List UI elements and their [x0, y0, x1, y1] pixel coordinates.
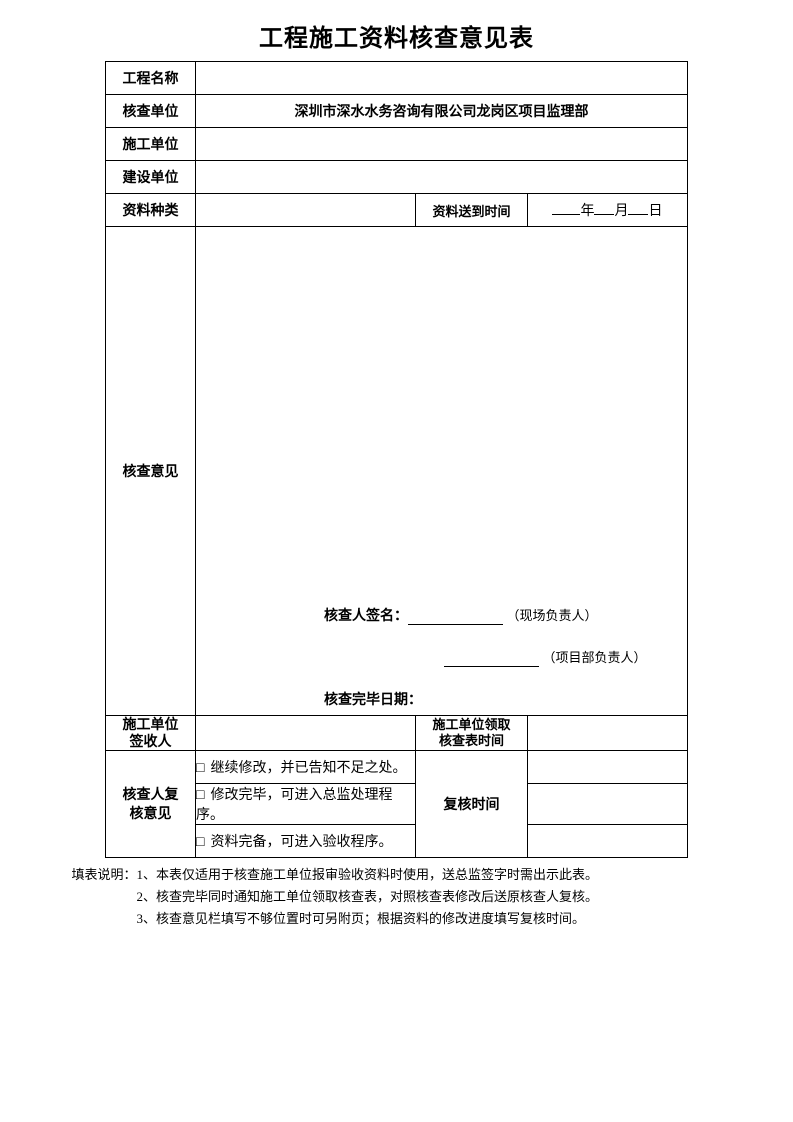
notes: 填表说明： 1、本表仅适用于核查施工单位报审验收资料时使用，送总监签字时需出示此… [67, 864, 727, 930]
signer-row-1: 核查人签名： （现场负责人） [206, 605, 677, 625]
value-receiver[interactable] [195, 716, 415, 751]
row-inspect-unit: 核查单位 深圳市深水水务咨询有限公司龙岗区项目监理部 [105, 95, 687, 128]
page-title: 工程施工资料核查意见表 [0, 18, 793, 53]
value-construct-unit[interactable] [195, 128, 687, 161]
value-pickup-time[interactable] [527, 716, 687, 751]
value-inspect-unit: 深圳市深水水务咨询有限公司龙岗区项目监理部 [195, 95, 687, 128]
signer-line-2[interactable] [444, 652, 539, 667]
recheck-time-2[interactable] [527, 783, 687, 824]
row-project-name: 工程名称 [105, 62, 687, 95]
checkbox-icon: □ [196, 759, 204, 775]
checkbox-icon: □ [196, 786, 204, 802]
month-label: 月 [614, 204, 628, 219]
label-build-unit: 建设单位 [105, 161, 195, 194]
page: 工程施工资料核查意见表 工程名称 核查单位 深圳市深水水务咨询有限公司龙岗区项目… [0, 0, 793, 1122]
recheck-opt-3[interactable]: □资料完备，可进入验收程序。 [195, 824, 415, 857]
row-recheck-1: 核查人复 核意见 □继续修改，并已告知不足之处。 复核时间 [105, 750, 687, 783]
signer-label: 核查人签名： [324, 607, 408, 623]
recheck-time-3[interactable] [527, 824, 687, 857]
note-3: 3、核查意见栏填写不够位置时可另附页；根据资料的修改进度填写复核时间。 [137, 911, 586, 926]
label-construct-unit: 施工单位 [105, 128, 195, 161]
site-note: （现场负责人） [506, 608, 597, 623]
label-opinion: 核查意见 [105, 227, 195, 716]
value-project-name[interactable] [195, 62, 687, 95]
signer-row-2: （项目部负责人） [206, 647, 677, 667]
label-inspect-unit: 核查单位 [105, 95, 195, 128]
label-arrive-time: 资料送到时间 [415, 194, 527, 227]
label-recheck-time: 复核时间 [415, 750, 527, 857]
row-opinion: 核查意见 核查人签名： （现场负责人） （项目部负责人） 核查完毕日期： [105, 227, 687, 716]
label-pickup-time: 施工单位领取 核查表时间 [415, 716, 527, 751]
label-recheck: 核查人复 核意见 [105, 750, 195, 857]
day-label: 日 [648, 204, 662, 219]
row-receiver: 施工单位 签收人 施工单位领取 核查表时间 [105, 716, 687, 751]
form-table: 工程名称 核查单位 深圳市深水水务咨询有限公司龙岗区项目监理部 施工单位 建设单… [105, 61, 688, 858]
pm-note: （项目部负责人） [542, 650, 646, 665]
notes-label: 填表说明： [67, 864, 137, 886]
value-arrive-time[interactable]: 年月日 [527, 194, 687, 227]
opinion-footer: 核查人签名： （现场负责人） （项目部负责人） 核查完毕日期： [196, 605, 687, 709]
checkbox-icon: □ [196, 833, 204, 849]
label-receiver: 施工单位 签收人 [105, 716, 195, 751]
value-build-unit[interactable] [195, 161, 687, 194]
opinion-body[interactable]: 核查人签名： （现场负责人） （项目部负责人） 核查完毕日期： [195, 227, 687, 716]
complete-date-label: 核查完毕日期： [206, 689, 677, 709]
recheck-time-1[interactable] [527, 750, 687, 783]
note-1: 1、本表仅适用于核查施工单位报审验收资料时使用，送总监签字时需出示此表。 [137, 867, 599, 882]
label-material-type: 资料种类 [105, 194, 195, 227]
signer-line-1[interactable] [408, 610, 503, 625]
label-project-name: 工程名称 [105, 62, 195, 95]
note-2: 2、核查完毕同时通知施工单位领取核查表，对照核查表修改后送原核查人复核。 [137, 889, 599, 904]
recheck-opt-1[interactable]: □继续修改，并已告知不足之处。 [195, 750, 415, 783]
notes-body: 1、本表仅适用于核查施工单位报审验收资料时使用，送总监签字时需出示此表。 2、核… [137, 864, 717, 930]
row-build-unit: 建设单位 [105, 161, 687, 194]
row-construct-unit: 施工单位 [105, 128, 687, 161]
recheck-opt-2[interactable]: □修改完毕，可进入总监处理程序。 [195, 783, 415, 824]
year-label: 年 [580, 204, 594, 219]
row-material-type: 资料种类 资料送到时间 年 月 日 [105, 194, 687, 227]
value-material-type[interactable] [195, 194, 415, 227]
